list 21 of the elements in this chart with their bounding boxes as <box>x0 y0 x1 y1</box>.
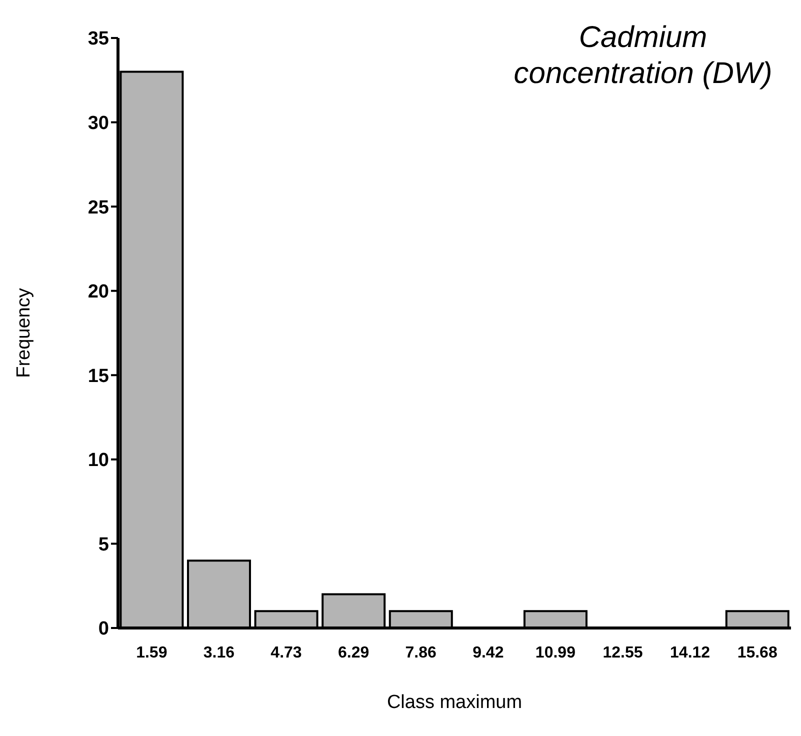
x-tick-label: 15.68 <box>737 644 778 662</box>
x-tick-label: 14.12 <box>670 644 710 662</box>
x-tick-label: 7.86 <box>405 644 437 662</box>
x-tick-label: 12.55 <box>602 644 643 662</box>
x-tick-label: 10.99 <box>535 644 576 662</box>
x-tick-label: 9.42 <box>472 644 504 662</box>
x-tick-label: 4.73 <box>270 644 302 662</box>
y-tick-label: 15 <box>88 366 110 387</box>
x-tick-label: 3.16 <box>203 644 235 662</box>
y-tick-label: 5 <box>98 534 110 556</box>
y-tick-label: 30 <box>88 113 109 134</box>
x-tick-label: 6.29 <box>338 644 370 662</box>
y-tick-label: 10 <box>88 450 109 472</box>
chart-title: Cadmium concentration (DW) <box>512 20 774 92</box>
y-tick-label: 35 <box>88 28 110 50</box>
y-tick-label: 0 <box>98 618 109 640</box>
y-tick-label: 25 <box>88 197 110 218</box>
x-axis-title: Class maximum <box>386 692 522 713</box>
x-tick-label: 1.59 <box>136 644 168 662</box>
y-axis-title: Frequency <box>14 288 35 378</box>
y-tick-label: 20 <box>88 282 109 303</box>
